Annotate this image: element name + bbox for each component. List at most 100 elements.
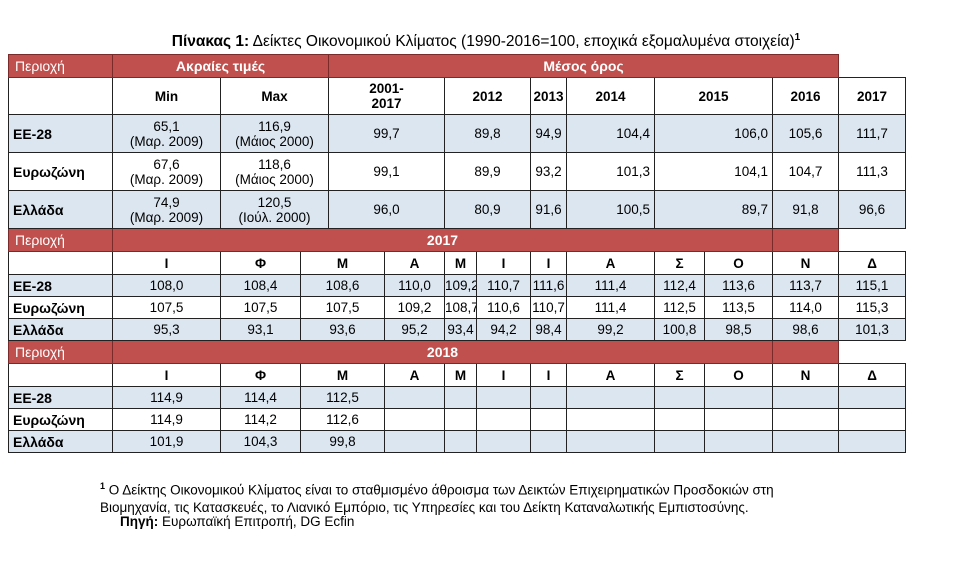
max-value: 120,5 [257, 194, 292, 210]
value-cell: 110,7 [476, 274, 532, 297]
month-header: Ι [112, 251, 221, 275]
value-cell: 95,3 [112, 318, 221, 341]
value-cell: 91,8 [772, 190, 840, 229]
blank-cell [8, 251, 113, 275]
month-header: Α [384, 251, 446, 275]
region-name: Ευρωζώνη [8, 408, 113, 431]
month-header: Σ [654, 251, 706, 275]
table-row: Ελλάδα 74,9 (Μαρ. 2009) 120,5 (Ιούλ. 2000) 96… [8, 190, 906, 229]
min-date: (Μαρ. 2009) [129, 133, 204, 149]
value-cell: 94,9 [530, 114, 568, 153]
min-cell: 67,6 (Μαρ. 2009) [112, 152, 221, 191]
value-cell: 108,6 [299, 274, 386, 297]
month-header: Ι [530, 363, 568, 387]
min-date: (Μαρ. 2009) [129, 209, 204, 225]
source-note: Πηγή: Ευρωπαϊκή Επιτροπή, DG Ecfin [120, 514, 354, 529]
value-cell [838, 386, 906, 409]
section2-header-row: Περιοχή 2017 [8, 228, 906, 252]
col-year-2012: 2012 [444, 77, 532, 115]
value-cell: 108,4 [220, 274, 301, 297]
month-header: Ο [704, 251, 774, 275]
month-header: Ο [704, 363, 774, 387]
table-row: ΕΕ-28 114,9 114,4 112,5 [8, 386, 906, 409]
month-header: Ν [772, 251, 840, 275]
value-cell: 101,3 [566, 152, 656, 191]
value-cell: 107,5 [112, 296, 221, 319]
caption-footnote-marker: 1 [794, 32, 801, 43]
region-name: Ελλάδα [8, 430, 113, 453]
value-cell: 111,4 [566, 296, 656, 319]
value-cell [444, 386, 478, 409]
month-header: Φ [220, 363, 301, 387]
value-cell: 114,2 [220, 408, 301, 431]
value-cell: 109,2 [384, 296, 446, 319]
table-row: ΕΕ-28 108,0 108,4 108,6 110,0 109,2 110,7 111,6… [8, 274, 906, 297]
value-cell [384, 408, 446, 431]
value-cell [384, 386, 446, 409]
footnote-line1: Ο Δείκτης Οικονομικού Κλίματος είναι το … [105, 482, 774, 498]
year-label: 2018 [426, 344, 459, 360]
min-cell: 65,1 (Μαρ. 2009) [112, 114, 221, 153]
value-cell: 93,6 [299, 318, 386, 341]
value-cell: 80,9 [444, 190, 532, 229]
climate-indicators-table: Περιοχή Ακραίες τιμές Μέσος όρος Min Max 2001… [8, 54, 906, 453]
value-cell: 89,9 [444, 152, 532, 191]
year-header: 2018 [111, 340, 774, 364]
region-name: ΕΕ-28 [8, 274, 113, 297]
value-cell: 89,8 [444, 114, 532, 153]
month-header: Μ [444, 251, 478, 275]
value-cell [704, 386, 774, 409]
value-cell: 113,5 [704, 296, 774, 319]
value-cell: 104,4 [566, 114, 656, 153]
extremes-header: Ακραίες τιμές [111, 54, 330, 78]
region-name: Ελλάδα [8, 190, 113, 229]
value-cell [476, 386, 532, 409]
region-header: Περιοχή [8, 54, 113, 78]
value-cell: 93,1 [220, 318, 301, 341]
col-year-2013: 2013 [530, 77, 568, 115]
value-cell: 96,0 [328, 190, 446, 229]
value-cell: 99,1 [328, 152, 446, 191]
value-cell: 113,6 [704, 274, 774, 297]
value-cell: 111,4 [566, 274, 656, 297]
value-cell: 100,5 [566, 190, 656, 229]
month-header: Α [566, 251, 656, 275]
min-date: (Μαρ. 2009) [129, 171, 204, 187]
value-cell [566, 408, 656, 431]
value-cell: 101,9 [112, 430, 221, 453]
value-cell [772, 386, 840, 409]
value-cell: 114,9 [112, 408, 221, 431]
value-cell: 111,7 [838, 114, 906, 153]
year-header: 2017 [111, 228, 774, 252]
col-year-2017: 2017 [838, 77, 906, 115]
value-cell: 112,5 [654, 296, 706, 319]
month-header: Ι [112, 363, 221, 387]
value-cell [838, 408, 906, 431]
min-value: 65,1 [153, 118, 180, 134]
value-cell: 93,4 [444, 318, 478, 341]
max-date: (Μάιος 2000) [235, 133, 314, 149]
section3-header-row: Περιοχή 2018 [8, 340, 906, 364]
value-cell: 110,6 [476, 296, 532, 319]
month-header: Ν [772, 363, 840, 387]
value-cell: 111,3 [838, 152, 906, 191]
region-name: ΕΕ-28 [8, 386, 113, 409]
max-cell: 116,9 (Μάιος 2000) [219, 114, 330, 153]
value-cell: 106,0 [654, 114, 774, 153]
month-header: Φ [220, 251, 301, 275]
footnote: 1 Ο Δείκτης Οικονομικού Κλίματος είναι τ… [100, 478, 920, 516]
average-header-label: Μέσος όρος [543, 58, 624, 74]
value-cell: 100,8 [654, 318, 706, 341]
year-label: 2017 [426, 232, 459, 248]
table-caption: Πίνακας 1: Δείκτες Οικονομικού Κλίματος … [0, 32, 972, 51]
col-2001-2017: 2001-2017 [328, 77, 446, 115]
value-cell: 111,6 [530, 274, 568, 297]
value-cell [654, 408, 706, 431]
value-cell: 110,7 [530, 296, 568, 319]
region-name: Ευρωζώνη [8, 296, 113, 319]
value-cell: 99,7 [328, 114, 446, 153]
value-cell: 112,6 [299, 408, 386, 431]
footnote-marker: 1 [100, 481, 106, 491]
blank-cell [8, 363, 113, 387]
